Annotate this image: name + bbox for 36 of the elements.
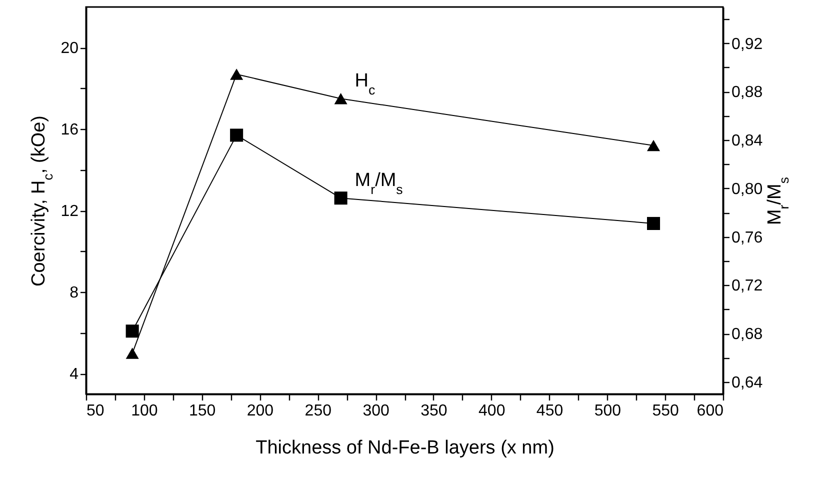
- series-label: M$_{r}$/M$_{s}$: [354, 170, 404, 197]
- x-tick-label: 400: [478, 402, 506, 420]
- point: [334, 192, 348, 205]
- x-tick-label: 350: [420, 402, 448, 420]
- x-tick-label: 600: [696, 402, 724, 420]
- point: [230, 68, 244, 80]
- point: [126, 324, 139, 338]
- y2-tick-label: 0,64: [732, 374, 763, 392]
- point: [646, 216, 660, 230]
- y2-tick-label: 0,80: [732, 180, 763, 198]
- point: [646, 140, 660, 152]
- x-tick-label: 200: [246, 402, 274, 420]
- y-tick-label: 12: [60, 203, 79, 220]
- y-tick-label: 4: [70, 366, 79, 384]
- y2-tick-label: 0,92: [732, 36, 763, 53]
- x-tick-label: 500: [594, 402, 622, 420]
- x-tick-label: 450: [536, 402, 564, 420]
- point: [334, 93, 348, 104]
- y2-tick-label: 0,72: [732, 278, 763, 295]
- x-tick-label: 150: [188, 402, 216, 420]
- y-tick-label: 20: [60, 40, 79, 58]
- y2-tick-label: 0,76: [732, 229, 763, 246]
- y2-tick-label: 0,84: [732, 132, 763, 150]
- x-tick-label: 300: [362, 402, 390, 420]
- x-tick-label: 100: [131, 402, 158, 420]
- x-tick-label: 250: [304, 402, 332, 420]
- x-tick-label: 550: [652, 402, 680, 420]
- point: [230, 128, 244, 142]
- point: [126, 348, 139, 359]
- y2-tick-label: 0,88: [732, 84, 763, 102]
- y2-tick-label: 0,68: [732, 326, 763, 344]
- y-tick-label: 16: [60, 122, 79, 139]
- x-axis-title: Thickness of Nd-Fe-B layers (x nm): [256, 438, 554, 458]
- series-label: H$_{c}$: [354, 70, 376, 98]
- x-tick-label: 50: [86, 402, 104, 420]
- y-tick-label: 8: [70, 284, 79, 302]
